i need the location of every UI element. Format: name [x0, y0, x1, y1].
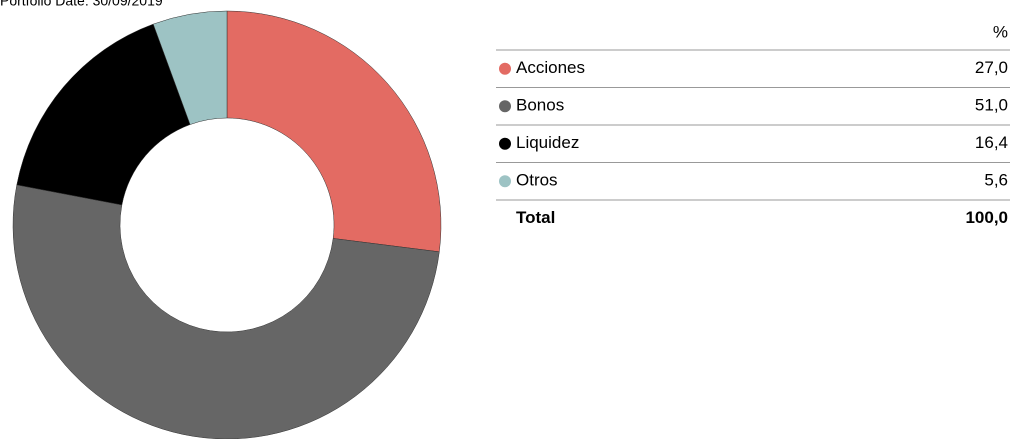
donut-slice — [16, 23, 191, 206]
legend-label: Acciones — [516, 58, 585, 77]
value-label: 27,0 — [975, 58, 1008, 77]
legend-label: Bonos — [516, 96, 564, 115]
value-label: 51,0 — [975, 96, 1008, 115]
legend-marker — [499, 62, 511, 75]
donut-slice — [12, 184, 440, 439]
column-header: % — [993, 22, 1008, 41]
legend-marker — [499, 175, 511, 188]
legend-label: Liquidez — [516, 133, 579, 152]
donut-slice — [152, 10, 228, 125]
total-label: Total — [516, 208, 555, 227]
value-label: 16,4 — [975, 133, 1008, 152]
value-label: 5,6 — [984, 171, 1008, 190]
portfolio-date: Portfolio Date: 30/09/2019 — [0, 0, 163, 9]
donut-slice — [226, 10, 442, 253]
legend-marker — [499, 137, 511, 150]
legend-marker — [499, 100, 511, 113]
total-value: 100,0 — [965, 208, 1008, 227]
legend-label: Otros — [516, 171, 558, 190]
